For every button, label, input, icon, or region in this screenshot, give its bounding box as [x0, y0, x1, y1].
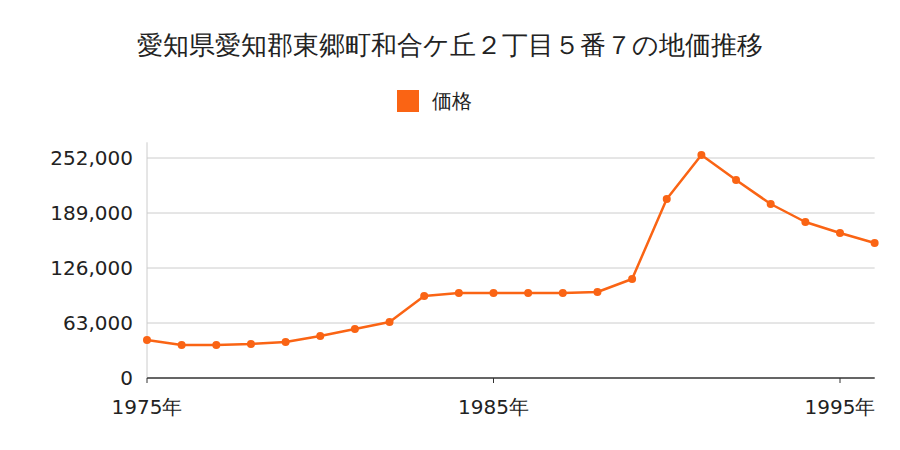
point [593, 288, 601, 296]
point [524, 289, 532, 297]
legend-label: 価格 [432, 89, 472, 113]
point [559, 289, 567, 297]
point [871, 239, 879, 247]
point [212, 341, 220, 349]
x-tick-label: 1985年 [458, 395, 529, 419]
point [490, 289, 498, 297]
point [178, 341, 186, 349]
point [455, 289, 463, 297]
point [247, 340, 255, 348]
legend-swatch [397, 90, 419, 112]
point [663, 195, 671, 203]
plot-area [143, 151, 879, 349]
line [147, 155, 875, 345]
point [732, 176, 740, 184]
point [697, 151, 705, 159]
point [801, 218, 809, 226]
y-tick-label: 63,000 [63, 311, 133, 335]
point [351, 325, 359, 333]
grid-line [147, 158, 875, 159]
point [628, 275, 636, 283]
grid-line [147, 268, 875, 269]
point [386, 318, 394, 326]
x-tick-label: 1975年 [112, 395, 183, 419]
point [836, 229, 844, 237]
x-tick [840, 378, 841, 383]
y-tick-label: 0 [120, 366, 133, 390]
x-tick-label: 1995年 [805, 395, 876, 419]
grid-line [147, 323, 875, 324]
point [282, 338, 290, 346]
title: 愛知県愛知郡東郷町和合ケ丘２丁目５番７の地価推移 [137, 30, 763, 60]
y-tick-label: 252,000 [50, 146, 133, 170]
point [420, 292, 428, 300]
grid-line [147, 378, 875, 379]
chart: 愛知県愛知郡東郷町和合ケ丘２丁目５番７の地価推移 0 63,000 126,000 18… [0, 0, 900, 450]
point [143, 336, 151, 344]
x-axis [147, 378, 875, 379]
point [316, 332, 324, 340]
grid-line [147, 213, 875, 214]
legend: 価格 [397, 89, 472, 113]
y-tick-label: 126,000 [50, 256, 133, 280]
y-tick-label: 189,000 [50, 201, 133, 225]
x-tick [147, 378, 148, 383]
x-tick [493, 378, 494, 383]
point [767, 200, 775, 208]
